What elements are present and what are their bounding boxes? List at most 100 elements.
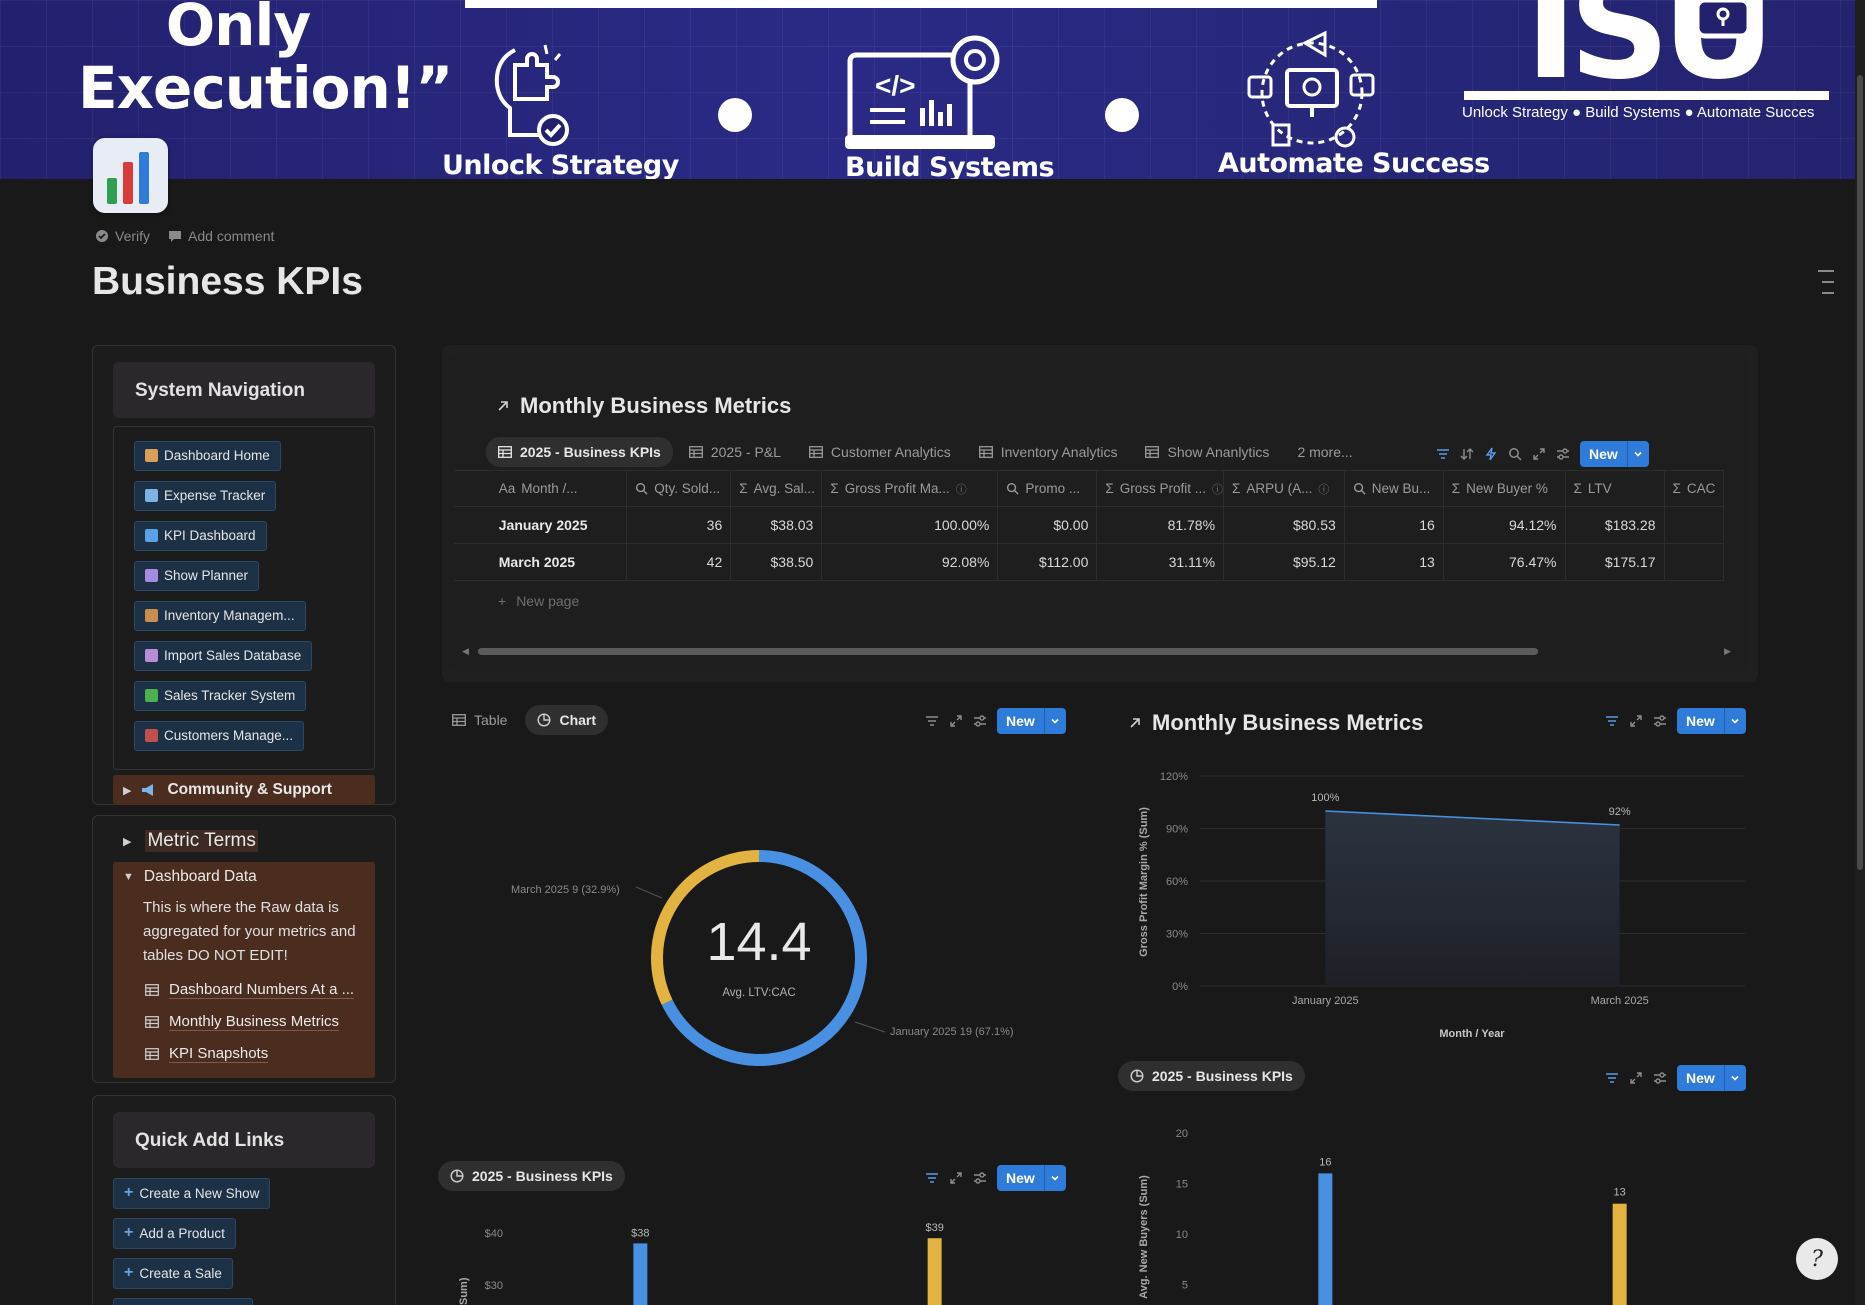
- line-chart-title[interactable]: Monthly Business Metrics: [1128, 710, 1423, 736]
- quick-add-button-2[interactable]: + Create a Sale: [113, 1258, 233, 1289]
- chevron-down-icon[interactable]: [1043, 1165, 1066, 1191]
- expand-icon[interactable]: [949, 1171, 963, 1185]
- right-bar-new-button[interactable]: New: [1677, 1065, 1746, 1091]
- table-of-contents-toggle[interactable]: [1818, 270, 1834, 303]
- left-bar-new-button[interactable]: New: [997, 1165, 1066, 1191]
- scroll-right-icon[interactable]: ▶: [1724, 646, 1731, 656]
- linked-database-1[interactable]: Monthly Business Metrics: [145, 1006, 365, 1038]
- table-cell[interactable]: 16: [1345, 507, 1444, 543]
- column-header-7[interactable]: New Bu...: [1345, 471, 1444, 506]
- chart-view-tab[interactable]: Chart: [525, 705, 609, 735]
- nav-link-0[interactable]: Dashboard Home: [134, 441, 281, 471]
- settings-sliders-icon[interactable]: [973, 714, 987, 728]
- bar-1[interactable]: [927, 1238, 942, 1305]
- kpi-chart-view-tab[interactable]: 2025 - Business KPIs: [438, 1161, 625, 1191]
- table-row[interactable]: March 2025 42 $38.50 92.08% $112.00 31.11% $95…: [454, 544, 1724, 581]
- nav-link-5[interactable]: Import Sales Database: [134, 641, 313, 671]
- sort-icon[interactable]: [1460, 447, 1474, 461]
- filter-icon[interactable]: [1436, 447, 1450, 461]
- view-tab-2[interactable]: Customer Analytics: [797, 437, 963, 467]
- table-cell[interactable]: [1665, 544, 1724, 580]
- view-tab-1[interactable]: 2025 - P&L: [677, 437, 793, 467]
- lightning-icon[interactable]: [1484, 447, 1498, 461]
- quick-add-button-1[interactable]: + Add a Product: [113, 1218, 236, 1249]
- column-header-10[interactable]: Σ CAC: [1665, 471, 1724, 506]
- settings-sliders-icon[interactable]: [1653, 714, 1667, 728]
- scroll-left-icon[interactable]: ◀: [462, 646, 469, 656]
- table-cell[interactable]: $38.50: [731, 544, 823, 580]
- row-handle[interactable]: [454, 507, 491, 543]
- add-comment-button[interactable]: Add comment: [168, 228, 274, 244]
- page-title[interactable]: Business KPIs: [92, 260, 363, 303]
- column-header-1[interactable]: Qty. Sold...: [627, 471, 732, 506]
- column-header-9[interactable]: Σ LTV: [1566, 471, 1665, 506]
- nav-link-3[interactable]: Show Planner: [134, 561, 260, 591]
- linked-database-0[interactable]: Dashboard Numbers At a ...: [145, 974, 365, 1006]
- metric-terms-toggle[interactable]: ▶ Metric Terms: [93, 816, 395, 852]
- database-title[interactable]: Monthly Business Metrics: [496, 393, 791, 419]
- dashboard-data-toggle[interactable]: ▼ Dashboard Data: [123, 868, 365, 886]
- table-cell[interactable]: 94.12%: [1444, 507, 1566, 543]
- column-header-2[interactable]: Σ Avg. Sal...: [731, 471, 823, 506]
- bar-1[interactable]: [1612, 1203, 1627, 1305]
- settings-sliders-icon[interactable]: [1556, 447, 1570, 461]
- nav-link-6[interactable]: Sales Tracker System: [134, 681, 307, 711]
- help-button[interactable]: ?: [1796, 1238, 1838, 1280]
- series-line[interactable]: [1325, 810, 1620, 826]
- page-scrollbar-thumb[interactable]: [1857, 75, 1863, 870]
- table-cell[interactable]: $80.53: [1224, 507, 1345, 543]
- table-view-tab[interactable]: Table: [440, 705, 519, 735]
- verify-button[interactable]: Verify: [95, 228, 150, 244]
- expand-icon[interactable]: [1532, 447, 1546, 461]
- expand-icon[interactable]: [1629, 714, 1643, 728]
- column-header-4[interactable]: Promo ...: [998, 471, 1098, 506]
- expand-icon[interactable]: [949, 714, 963, 728]
- filter-icon[interactable]: [925, 714, 939, 728]
- donut-slice-1[interactable]: [651, 850, 760, 1005]
- bar-0[interactable]: [633, 1243, 648, 1305]
- table-cell[interactable]: 36: [627, 507, 732, 543]
- filter-icon[interactable]: [925, 1171, 939, 1185]
- column-header-8[interactable]: Σ New Buyer %: [1444, 471, 1566, 506]
- table-cell[interactable]: 92.08%: [822, 544, 999, 580]
- table-row[interactable]: January 2025 36 $38.03 100.00% $0.00 81.78% $8…: [454, 507, 1724, 544]
- donut-slice-0[interactable]: [661, 850, 867, 1066]
- nav-link-1[interactable]: Expense Tracker: [134, 481, 277, 511]
- line-new-button[interactable]: New: [1677, 708, 1746, 734]
- table-cell[interactable]: January 2025: [491, 507, 628, 543]
- table-cell[interactable]: 100.00%: [822, 507, 999, 543]
- chevron-down-icon[interactable]: [1043, 708, 1066, 734]
- column-header-6[interactable]: Σ ARPU (A... ⓘ: [1224, 471, 1345, 506]
- database-new-button[interactable]: New: [1580, 441, 1649, 467]
- horizontal-scroll-thumb[interactable]: [478, 648, 1538, 655]
- table-cell[interactable]: $38.03: [731, 507, 823, 543]
- settings-sliders-icon[interactable]: [1653, 1071, 1667, 1085]
- search-icon[interactable]: [1508, 447, 1522, 461]
- kpi-chart-view-tab[interactable]: 2025 - Business KPIs: [1118, 1061, 1305, 1091]
- chevron-down-icon[interactable]: [1626, 441, 1649, 467]
- bar-0[interactable]: [1318, 1173, 1333, 1305]
- new-page-button[interactable]: + New page: [498, 593, 579, 609]
- nav-link-4[interactable]: Inventory Managem...: [134, 601, 306, 631]
- table-cell[interactable]: $0.00: [998, 507, 1098, 543]
- chevron-down-icon[interactable]: [1723, 708, 1746, 734]
- filter-icon[interactable]: [1605, 1071, 1619, 1085]
- table-cell[interactable]: March 2025: [491, 544, 628, 580]
- table-cell[interactable]: 81.78%: [1097, 507, 1225, 543]
- view-tab-4[interactable]: Show Ananlytics: [1133, 437, 1281, 467]
- horizontal-scrollbar[interactable]: ◀ ▶: [462, 646, 1731, 656]
- table-cell[interactable]: 42: [627, 544, 732, 580]
- nav-link-2[interactable]: KPI Dashboard: [134, 521, 267, 551]
- table-cell[interactable]: 31.11%: [1097, 544, 1225, 580]
- filter-icon[interactable]: [1605, 714, 1619, 728]
- page-icon-chart[interactable]: [93, 138, 168, 213]
- row-handle[interactable]: [454, 544, 491, 580]
- table-cell[interactable]: $112.00: [998, 544, 1098, 580]
- table-cell[interactable]: $175.17: [1566, 544, 1665, 580]
- community-support-toggle[interactable]: ▶ Community & Support: [113, 775, 375, 805]
- column-header-0[interactable]: Aa Month /...: [491, 471, 628, 506]
- nav-link-7[interactable]: Customers Manage...: [134, 721, 305, 751]
- view-tab-3[interactable]: Inventory Analytics: [967, 437, 1130, 467]
- expand-icon[interactable]: [1629, 1071, 1643, 1085]
- quick-add-button-0[interactable]: + Create a New Show: [113, 1178, 271, 1209]
